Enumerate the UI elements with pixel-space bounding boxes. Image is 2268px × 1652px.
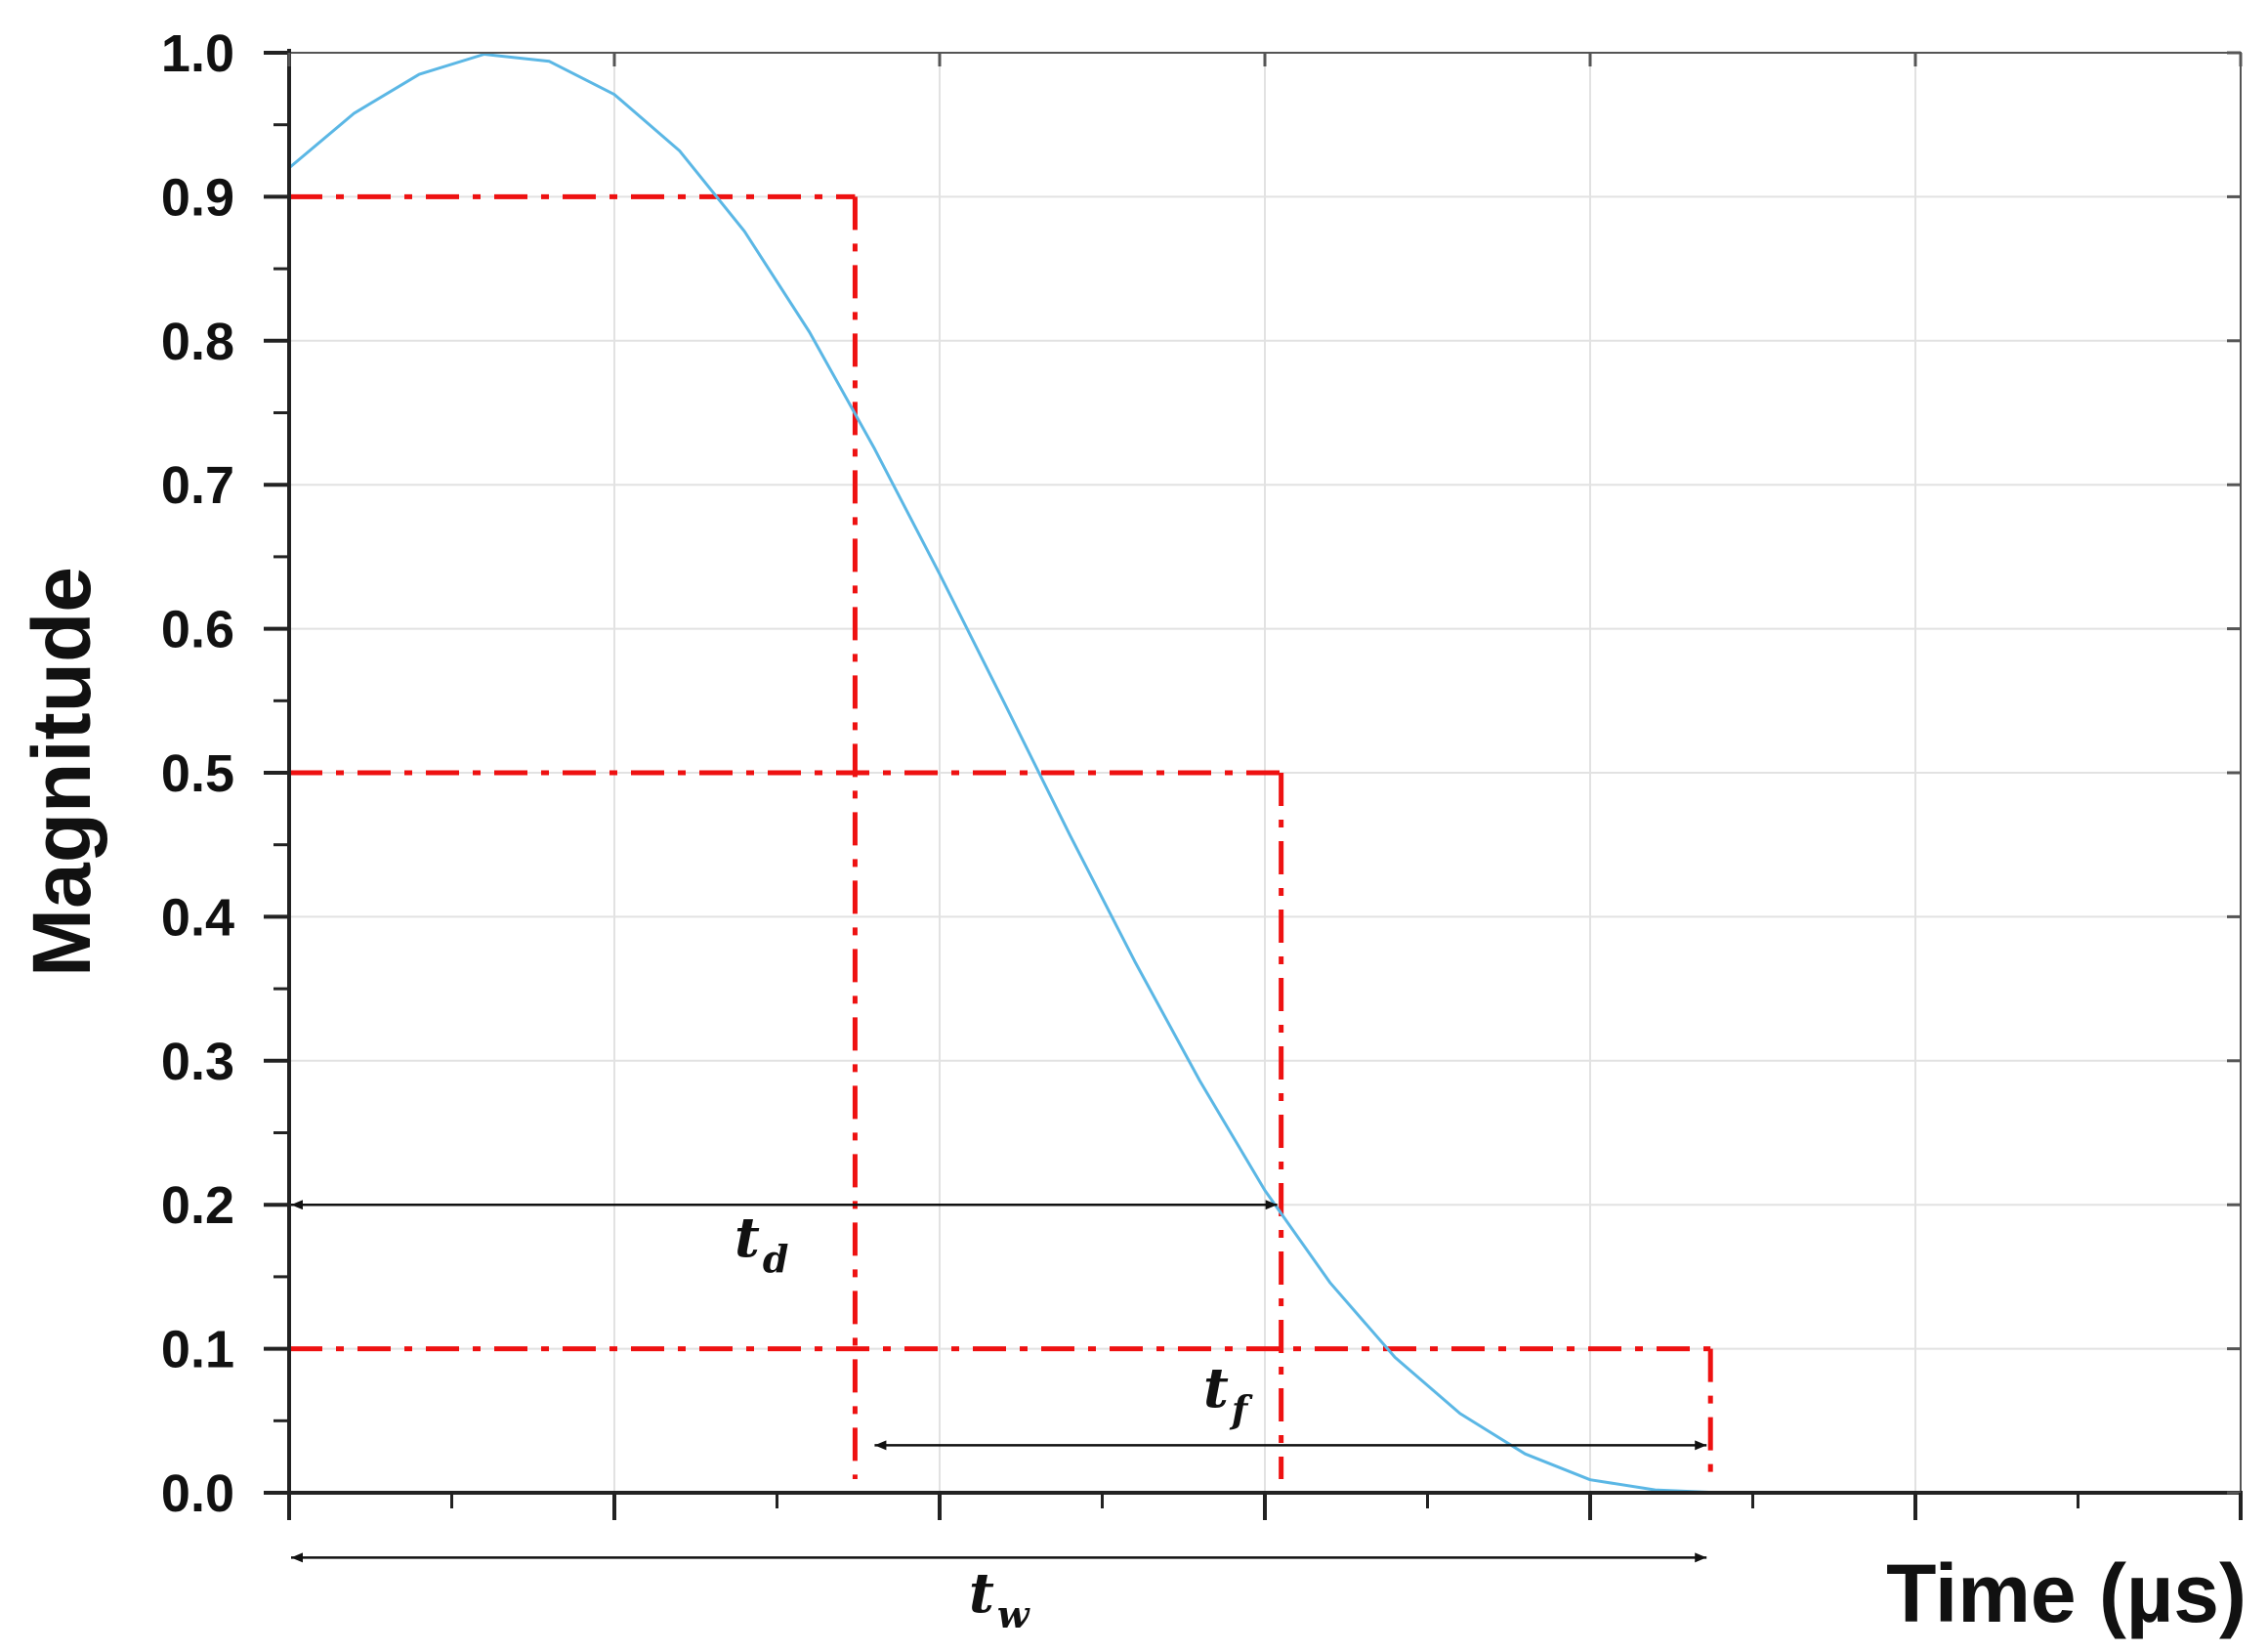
y-tick-label: 0.4: [161, 888, 234, 947]
annotation-label: tf: [1203, 1356, 1253, 1431]
x-axis-title: Time (µs): [1886, 1547, 2247, 1639]
axes: 0.0 0.1 0.2 0.3 0.4 0.5 0.6 0.7 0.8 0.9 1.0: [161, 24, 2243, 1523]
y-tick-label: 0.0: [161, 1464, 234, 1523]
y-tick-label: 0.7: [161, 456, 234, 515]
y-tick-label: 0.6: [161, 601, 234, 659]
annotation-label: tw: [969, 1561, 1030, 1636]
annotation-label: td: [735, 1206, 788, 1281]
y-tick-label: 1.0: [161, 24, 234, 83]
y-axis-title: Magnitude: [16, 567, 107, 977]
y-tick-label: 0.9: [161, 168, 234, 227]
y-tick-label: 0.2: [161, 1176, 234, 1235]
y-tick-label: 0.5: [161, 744, 234, 803]
annotations: td tf tw: [291, 1200, 1707, 1636]
y-tick-label: 0.1: [161, 1321, 234, 1379]
y-tick-label: 0.8: [161, 313, 234, 371]
y-tick-label: 0.3: [161, 1033, 234, 1091]
reference-lines: [289, 193, 1713, 1479]
